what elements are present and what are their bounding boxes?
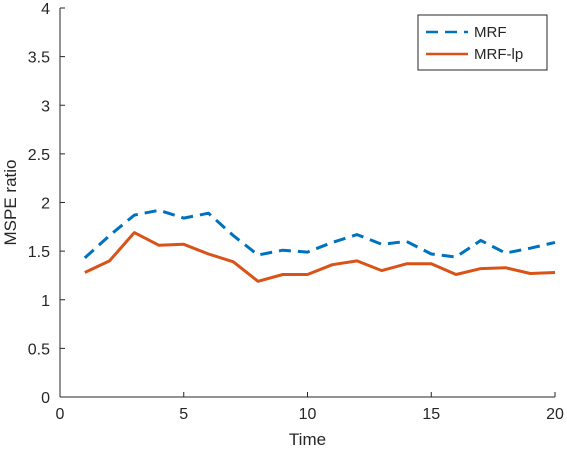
- x-tick-label: 15: [422, 406, 440, 423]
- y-tick-label: 2: [41, 196, 50, 213]
- y-tick-label: 3: [41, 98, 50, 115]
- legend: MRF MRF-lp: [417, 14, 548, 71]
- series-line-mrf: [83, 208, 556, 260]
- x-tick-label: 10: [299, 406, 317, 423]
- x-tick-label: 20: [546, 406, 564, 423]
- x-axis-title: Time: [289, 430, 326, 449]
- y-tick-label: 3.5: [28, 50, 50, 67]
- series-line-mrf-lp: [84, 231, 556, 283]
- y-tick-label: 1.5: [28, 244, 50, 261]
- y-tick-label: 0: [41, 390, 50, 407]
- x-tick-label: 5: [179, 406, 188, 423]
- y-tick-label: 4: [41, 1, 50, 18]
- legend-label-mrf-lp: MRF-lp: [474, 46, 523, 63]
- legend-box: [417, 14, 548, 71]
- y-axis-title: MSPE ratio: [1, 160, 20, 246]
- y-tick-label: 1: [41, 293, 50, 310]
- x-tick-label: 0: [56, 406, 65, 423]
- y-tick-label: 2.5: [28, 147, 50, 164]
- legend-label-mrf: MRF: [474, 24, 507, 41]
- y-tick-label: 0.5: [28, 341, 50, 358]
